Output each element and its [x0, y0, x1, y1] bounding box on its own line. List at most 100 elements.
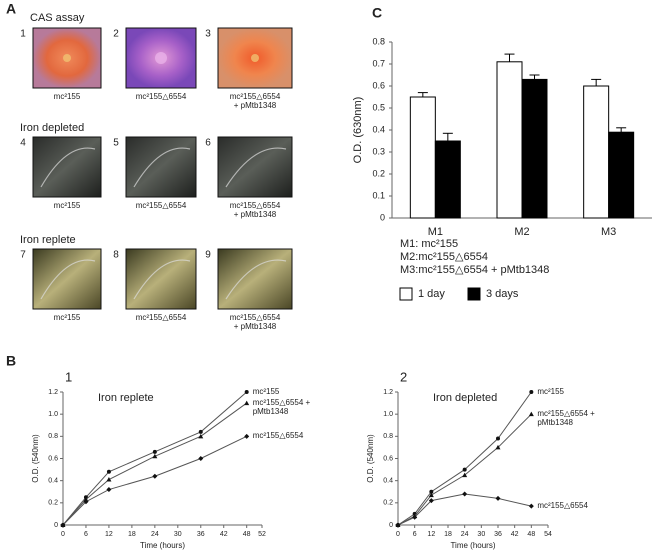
photo-caption: mc²155△6554 — [136, 92, 187, 101]
y-tick-label: 0.8 — [48, 433, 58, 440]
x-tick-label: 52 — [258, 531, 266, 538]
marker — [152, 449, 157, 454]
x-tick-label: 48 — [243, 531, 251, 538]
y-tick-label: 0.3 — [372, 146, 385, 156]
y-tick-label: 0.2 — [383, 500, 393, 507]
y-tick-label: 0.1 — [372, 190, 385, 200]
x-tick-label: 30 — [174, 531, 182, 538]
x-tick-label: 48 — [527, 531, 535, 538]
bar — [409, 96, 436, 219]
photo-number: 2 — [113, 29, 119, 40]
y-tick-label: 0.2 — [48, 500, 58, 507]
y-axis-label: O.D. (540nm) — [366, 434, 375, 483]
x-tick-label: M3 — [601, 226, 616, 238]
y-tick-label: 0.8 — [383, 433, 393, 440]
photo-caption: + pMtb1348 — [234, 210, 277, 219]
panel-label: A — [6, 1, 16, 17]
x-tick-label: 30 — [477, 531, 485, 538]
photo-caption: mc²155△6554 — [230, 201, 281, 210]
marker — [528, 503, 534, 509]
y-tick-label: 0 — [380, 212, 385, 222]
x-tick-label: 12 — [427, 531, 435, 538]
y-tick-label: 0.6 — [383, 455, 393, 462]
bar — [608, 131, 635, 219]
y-tick-label: 0.5 — [372, 102, 385, 112]
marker — [244, 400, 250, 406]
photo-number: 1 — [20, 29, 26, 40]
y-tick-label: 0.4 — [383, 478, 393, 485]
streak — [133, 259, 191, 300]
marker — [395, 522, 401, 528]
photo — [125, 136, 197, 198]
y-axis-label: O.D. (540nm) — [31, 434, 40, 483]
chart-number: 2 — [400, 369, 407, 384]
chart-title: Iron depleted — [433, 392, 497, 404]
line — [397, 493, 532, 526]
x-tick-label: M1 — [428, 226, 443, 238]
photo-number: 4 — [20, 138, 26, 149]
y-tick-label: 0.8 — [372, 36, 385, 46]
photo — [125, 248, 197, 310]
y-axis-label: O.D. (630nm) — [352, 97, 364, 164]
photo-caption: + pMtb1348 — [234, 101, 277, 110]
y-tick-label: 0 — [389, 522, 393, 529]
photo — [217, 136, 293, 198]
photo-number: 6 — [205, 138, 211, 149]
panel-label: B — [6, 353, 16, 369]
section-title: Iron depleted — [20, 122, 84, 134]
colony — [63, 54, 71, 62]
line — [62, 402, 247, 526]
series-label: mc²155△6554 — [252, 431, 304, 441]
photo-number: 8 — [113, 250, 119, 261]
streak — [40, 147, 96, 188]
photo — [217, 248, 293, 310]
y-tick-label: 0.4 — [372, 124, 385, 134]
marker — [462, 472, 468, 478]
marker — [428, 492, 434, 498]
y-tick-label: 0.6 — [48, 455, 58, 462]
x-tick-label: 42 — [511, 531, 519, 538]
bar — [496, 61, 523, 219]
series-label: mc²155 — [252, 387, 280, 396]
x-tick-label: M2 — [514, 226, 529, 238]
y-tick-label: 0 — [54, 522, 58, 529]
chart-title: Iron replete — [98, 392, 154, 404]
streak — [133, 147, 191, 188]
bar — [434, 140, 461, 219]
photo — [32, 248, 102, 310]
marker — [429, 489, 434, 494]
x-tick-label: 24 — [151, 531, 159, 538]
series-label-box: mc²155 — [537, 387, 564, 396]
streak — [225, 259, 287, 300]
section-title: CAS assay — [30, 12, 85, 24]
y-tick-label: 1.0 — [383, 411, 393, 418]
x-tick-label: 54 — [544, 531, 552, 538]
photo-caption: mc²155△6554 — [230, 92, 281, 101]
x-tick-label: 0 — [396, 531, 400, 538]
annotation: M2:mc²155△6554 — [400, 251, 488, 263]
line — [62, 391, 248, 526]
x-axis-label: Time (hours) — [450, 541, 495, 550]
marker — [60, 522, 66, 528]
marker — [152, 473, 158, 479]
bar — [521, 78, 548, 219]
series-label: mc²155△6554 + pMtb1348 — [537, 409, 595, 428]
legend-label: 3 days — [486, 288, 519, 300]
line — [397, 413, 532, 526]
marker — [495, 495, 501, 501]
photo — [32, 136, 102, 198]
panel-label: C — [372, 5, 382, 21]
legend-swatch — [467, 287, 481, 301]
x-tick-label: 18 — [444, 531, 452, 538]
legend-swatch — [399, 287, 413, 301]
marker — [244, 390, 249, 394]
marker — [106, 469, 111, 474]
y-tick-label: 0.7 — [372, 58, 385, 68]
y-tick-label: 0.6 — [372, 80, 385, 90]
photo-caption: + pMtb1348 — [234, 322, 277, 331]
series-label: mc²155△6554 + pMtb1348 — [252, 398, 311, 417]
streak — [225, 147, 287, 188]
bar — [583, 85, 610, 219]
marker — [244, 433, 250, 439]
photo-number: 7 — [20, 250, 26, 261]
